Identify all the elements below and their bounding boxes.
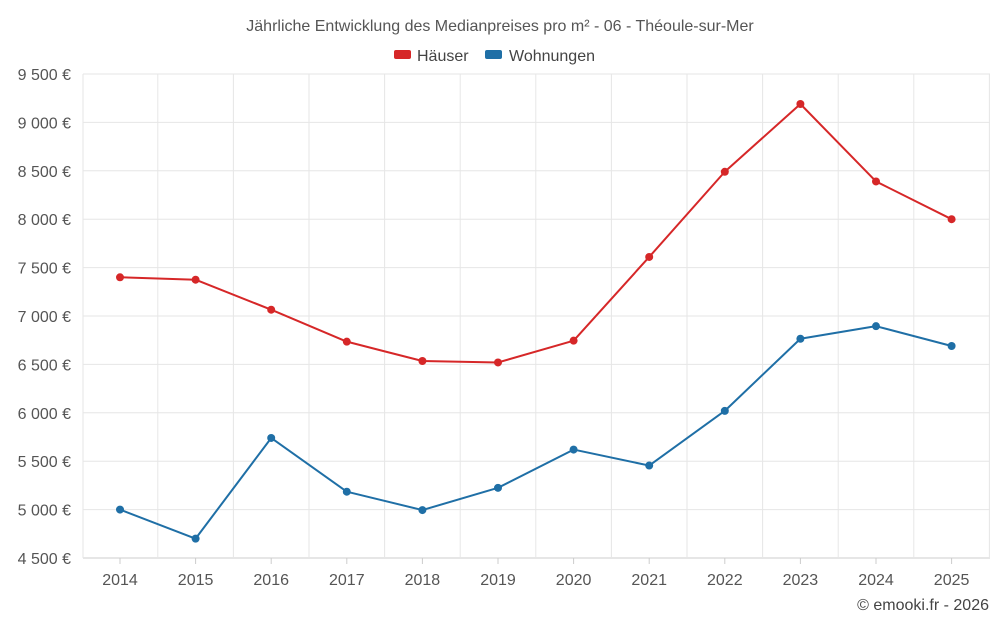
y-tick-label: 5 500 € — [18, 454, 71, 471]
data-point-wohnungen[interactable] — [872, 322, 880, 331]
x-tick-label: 2021 — [631, 572, 667, 589]
data-point-haeuser[interactable] — [796, 100, 805, 109]
data-point-haeuser[interactable] — [191, 275, 200, 284]
data-point-wohnungen[interactable] — [494, 483, 502, 492]
y-tick-label: 7 000 € — [18, 309, 71, 326]
data-point-haeuser[interactable] — [872, 177, 880, 186]
data-point-haeuser[interactable] — [342, 337, 351, 346]
y-axis: 4 500 € 5 000 € 5 500 € 6 000 € 6 500 € 7 000… — [18, 67, 71, 568]
data-point-haeuser[interactable] — [494, 358, 502, 367]
legend: Häuser Wohnungen — [394, 48, 595, 65]
y-tick-label: 9 500 € — [18, 67, 71, 84]
x-tick-label: 2017 — [329, 572, 365, 589]
y-tick-label: 8 000 € — [18, 212, 71, 229]
series-group — [116, 100, 956, 543]
y-tick-label: 4 500 € — [18, 551, 71, 568]
legend-label-wohnungen: Wohnungen — [509, 48, 595, 65]
legend-item-haeuser[interactable]: Häuser — [394, 48, 469, 65]
x-tick-label: 2018 — [405, 572, 441, 589]
data-point-haeuser[interactable] — [645, 252, 654, 261]
data-point-haeuser[interactable] — [116, 273, 124, 282]
y-tick-label: 9 000 € — [18, 115, 71, 132]
x-tick-label: 2022 — [707, 572, 743, 589]
data-point-haeuser[interactable] — [267, 305, 276, 314]
legend-swatch-wohnungen — [485, 50, 502, 59]
data-point-wohnungen[interactable] — [720, 406, 729, 415]
y-tick-label: 6 000 € — [18, 406, 71, 423]
x-tick-label: 2014 — [102, 572, 138, 589]
x-tick-label: 2019 — [480, 572, 516, 589]
legend-label-haeuser: Häuser — [417, 48, 469, 65]
y-tick-label: 8 500 € — [18, 164, 71, 181]
data-point-haeuser[interactable] — [947, 215, 956, 224]
y-tick-label: 5 000 € — [18, 503, 71, 520]
y-tick-label: 7 500 € — [18, 261, 71, 278]
data-point-wohnungen[interactable] — [267, 433, 276, 442]
x-axis: 2014 2015 2016 2017 2018 2019 2020 2021 2022 2023… — [102, 558, 969, 589]
data-point-wohnungen[interactable] — [116, 505, 124, 514]
y-tick-label: 6 500 € — [18, 357, 71, 374]
data-point-wohnungen[interactable] — [796, 334, 805, 343]
series-line-haeuser — [119, 103, 953, 364]
data-point-haeuser[interactable] — [569, 336, 578, 345]
x-tick-label: 2016 — [253, 572, 289, 589]
data-point-wohnungen[interactable] — [569, 445, 578, 454]
x-tick-label: 2024 — [858, 572, 894, 589]
data-point-wohnungen[interactable] — [342, 487, 351, 496]
x-tick-label: 2023 — [783, 572, 819, 589]
data-point-wohnungen[interactable] — [947, 342, 956, 351]
legend-swatch-haeuser — [394, 50, 411, 59]
data-point-haeuser[interactable] — [720, 167, 729, 176]
x-tick-label: 2015 — [178, 572, 214, 589]
grid — [82, 73, 990, 559]
data-point-wohnungen[interactable] — [645, 461, 654, 470]
data-point-haeuser[interactable] — [418, 357, 427, 366]
x-tick-label: 2025 — [934, 572, 970, 589]
data-point-wohnungen[interactable] — [418, 506, 427, 515]
series-line-wohnungen — [119, 325, 952, 540]
legend-item-wohnungen[interactable]: Wohnungen — [485, 48, 595, 65]
data-point-wohnungen[interactable] — [191, 534, 200, 543]
credit-text: © emooki.fr - 2026 — [857, 597, 989, 614]
chart-title: Jährliche Entwicklung des Medianpreises … — [246, 18, 754, 35]
x-tick-label: 2020 — [556, 572, 592, 589]
